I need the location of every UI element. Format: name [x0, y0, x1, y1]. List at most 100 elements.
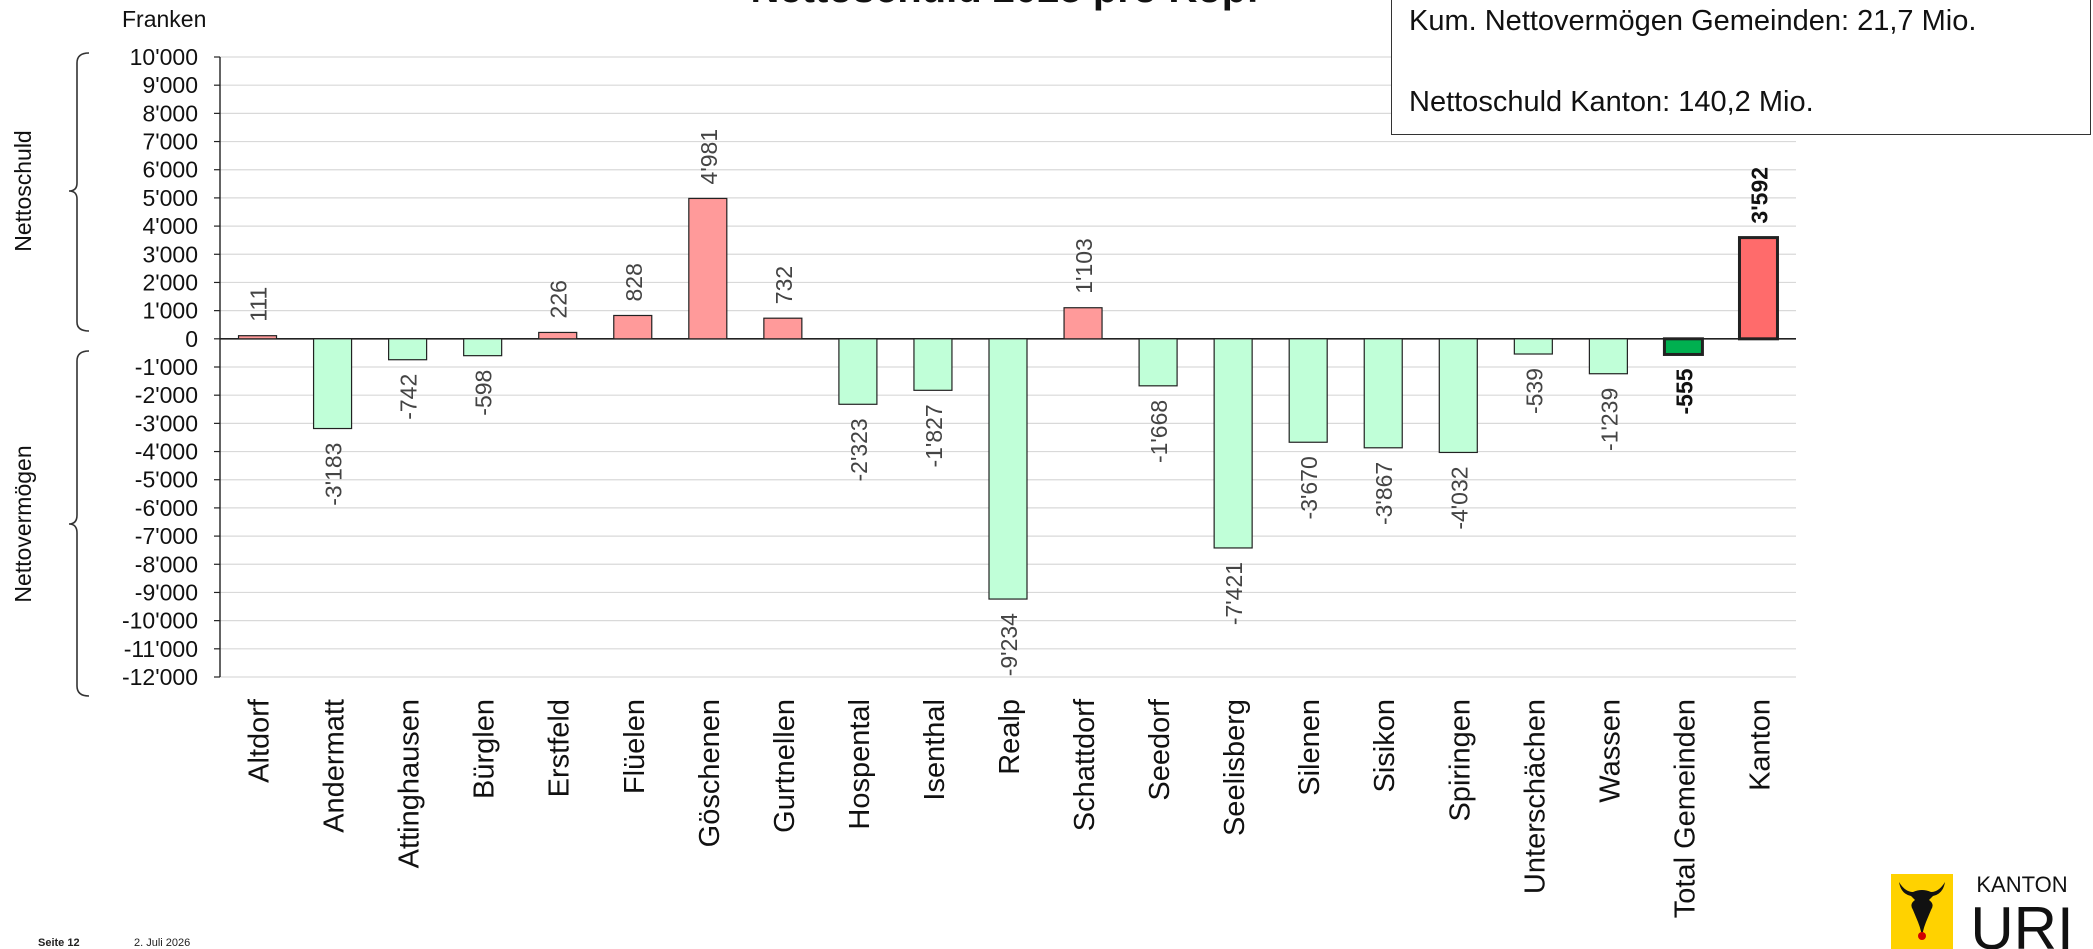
y-tick-label: 8'000	[142, 100, 198, 126]
x-tick-label: Seedorf	[1144, 698, 1176, 801]
bar-seelisberg	[1213, 338, 1253, 549]
bar-wassen	[1588, 338, 1628, 375]
bar-andermatt	[312, 338, 353, 430]
x-tick-label: Gurtnellen	[769, 699, 801, 833]
bar-fl-elen	[613, 314, 653, 340]
y-tick-label: 5'000	[142, 185, 198, 211]
logo-text-uri: URI	[1970, 895, 2073, 949]
y-tick-label: -5'000	[135, 467, 198, 493]
y-tick-label: -4'000	[135, 439, 198, 465]
bars	[237, 197, 1779, 600]
y-tick-label: -11'000	[124, 636, 198, 662]
info-line-kanton: Nettoschuld Kanton: 140,2 Mio.	[1409, 86, 1814, 118]
y-tick-label: -2'000	[135, 382, 198, 408]
x-tick-label: Total Gemeinden	[1669, 699, 1701, 918]
x-tick-label: Kanton	[1744, 699, 1776, 791]
y-tick-label: 0	[185, 326, 198, 352]
x-tick-label: Sisikon	[1369, 699, 1401, 793]
footer-date: 2. Juli 2026	[134, 937, 191, 949]
y-tick-label: -7'000	[135, 523, 198, 549]
data-label: -7'421	[1221, 562, 1247, 625]
y-tick-label: -3'000	[135, 410, 198, 436]
info-line-gemeinden: Kum. Nettovermögen Gemeinden: 21,7 Mio.	[1409, 5, 1977, 37]
bar-b-rglen	[463, 338, 503, 357]
brace-nettoschuld: Nettoschuld	[10, 52, 90, 332]
data-label: -3'183	[321, 443, 347, 506]
y-tick-label: -1'000	[135, 354, 198, 380]
bar-untersch-chen	[1513, 338, 1553, 355]
x-tick-label: Unterschächen	[1519, 699, 1551, 894]
data-label: -9'234	[996, 613, 1022, 676]
y-tick-label: 7'000	[142, 129, 198, 155]
x-tick-label: Bürglen	[469, 699, 501, 799]
x-tick-label: Seelisberg	[1219, 699, 1251, 836]
data-labels: 111 -3'183 -742 -598 226 828 4'981 732 -2'323 -1'…	[246, 129, 1773, 676]
data-label: -539	[1521, 368, 1547, 414]
data-label: -1'239	[1596, 388, 1622, 451]
x-tick-label: Realp	[994, 699, 1026, 775]
page-number: Seite 12	[38, 937, 80, 949]
data-label: -555	[1671, 368, 1697, 414]
x-tick-label: Schattdorf	[1069, 698, 1101, 831]
y-tick-label: -9'000	[135, 579, 198, 605]
x-tick-label: Wassen	[1594, 699, 1626, 803]
y-tick-label: -12'000	[122, 664, 198, 690]
bar-gurtnellen	[763, 317, 803, 340]
data-label: 732	[771, 266, 797, 304]
x-axis: Altdorf Andermatt Attinghausen Bürglen Erstf…	[244, 698, 1777, 918]
x-tick-label: Andermatt	[319, 699, 351, 833]
y-axis-title: Franken	[122, 6, 206, 32]
data-label: 226	[546, 280, 572, 318]
x-tick-label: Erstfeld	[544, 699, 576, 797]
bar-g-schenen	[688, 197, 728, 340]
bar-kanton	[1737, 236, 1779, 341]
data-label: -598	[471, 370, 497, 416]
x-tick-label: Altdorf	[244, 698, 276, 783]
data-label: -1'668	[1146, 400, 1172, 463]
x-tick-label: Isenthal	[919, 699, 951, 801]
y-tick-label: 3'000	[142, 241, 198, 267]
x-tick-label: Göschenen	[694, 699, 726, 847]
x-tick-label: Flüelen	[619, 699, 651, 794]
data-label: 1'103	[1071, 238, 1097, 294]
data-label: -1'827	[921, 404, 947, 467]
x-tick-label: Silenen	[1294, 699, 1326, 796]
bar-erstfeld	[538, 331, 578, 340]
bar-seedorf	[1138, 338, 1178, 387]
data-label: -4'032	[1446, 466, 1472, 529]
x-tick-label: Spiringen	[1444, 699, 1476, 822]
bar-silenen	[1288, 338, 1328, 443]
y-tick-label: -10'000	[122, 608, 198, 634]
bar-spiringen	[1438, 338, 1478, 454]
bar-realp	[988, 338, 1028, 600]
data-label: -742	[396, 374, 422, 420]
bar-attinghausen	[388, 338, 428, 361]
logo-text-kanton: KANTON	[1976, 872, 2067, 897]
side-label-nettoschuld: Nettoschuld	[10, 130, 36, 251]
y-tick-label: 2'000	[142, 269, 198, 295]
bar-hospental	[838, 338, 878, 405]
info-box: Kum. Nettovermögen Gemeinden: 21,7 Mio. …	[1391, 0, 2091, 135]
data-label: 4'981	[696, 129, 722, 185]
data-label: 3'592	[1746, 167, 1772, 224]
bar-schattdorf	[1063, 307, 1103, 340]
data-label: 828	[621, 263, 647, 301]
y-tick-label: 6'000	[142, 157, 198, 183]
y-tick-label: 4'000	[142, 213, 198, 239]
x-tick-label: Attinghausen	[394, 699, 426, 868]
brace-nettovermoegen: Nettovermögen	[10, 350, 90, 697]
bar-altdorf	[237, 335, 278, 340]
bar-isenthal	[913, 338, 953, 391]
y-tick-label: 9'000	[142, 72, 198, 98]
data-label: -2'323	[846, 418, 872, 481]
data-label: -3'867	[1371, 462, 1397, 525]
kanton-uri-logo: KANTON URI	[1891, 872, 2074, 949]
x-tick-label: Hospental	[844, 699, 876, 830]
y-tick-label: -8'000	[135, 551, 198, 577]
side-label-nettovermoegen: Nettovermögen	[10, 445, 36, 602]
y-tick-label: 10'000	[130, 44, 198, 70]
chart-title: Nettoschuld 2025 pro Kopf	[751, 0, 1261, 11]
bar-total-gemeinden	[1662, 337, 1704, 356]
